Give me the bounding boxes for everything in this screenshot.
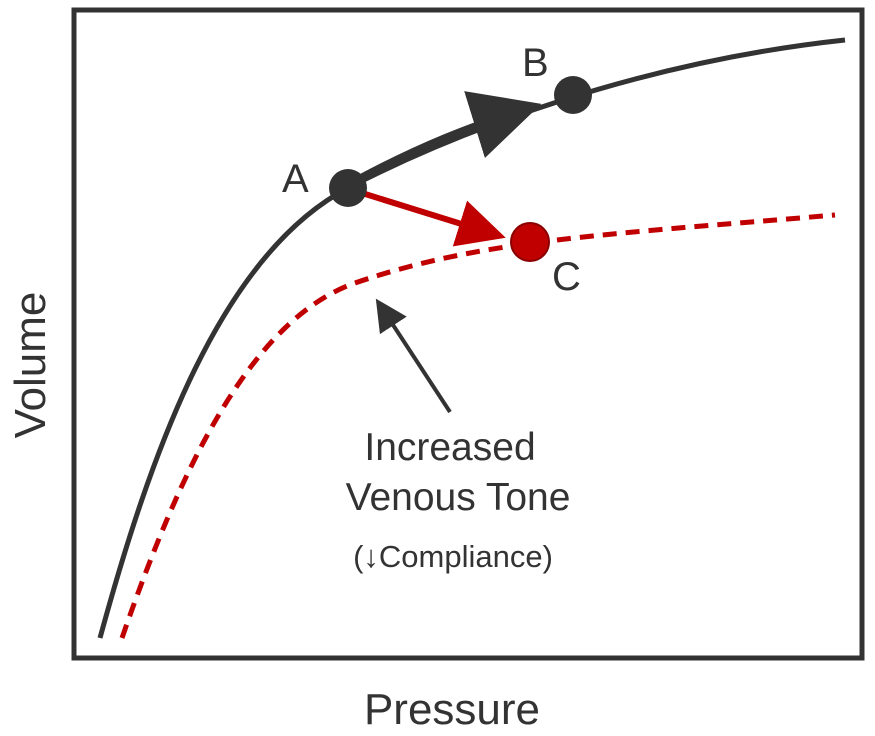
- point-c-marker: [510, 222, 550, 262]
- annotation-line-2: Venous Tone: [346, 476, 571, 519]
- annotation-line-1: Increased: [364, 426, 535, 469]
- point-a-marker: [329, 169, 367, 207]
- increased-tone-curve: [119, 212, 836, 639]
- annotation-line-3: (↓Compliance): [353, 539, 553, 574]
- annotation-pointer-arrow: [375, 298, 452, 414]
- arrow-a-to-b: [358, 91, 542, 182]
- plot-frame: [71, 7, 865, 661]
- x-axis-label: Pressure: [364, 685, 540, 734]
- point-c-label: C: [552, 255, 581, 299]
- point-b-marker: [554, 76, 592, 114]
- point-a-label: A: [282, 157, 309, 201]
- point-b-label: B: [522, 41, 549, 85]
- arrow-a-to-c: [361, 190, 506, 247]
- y-axis-label: Volume: [6, 292, 55, 439]
